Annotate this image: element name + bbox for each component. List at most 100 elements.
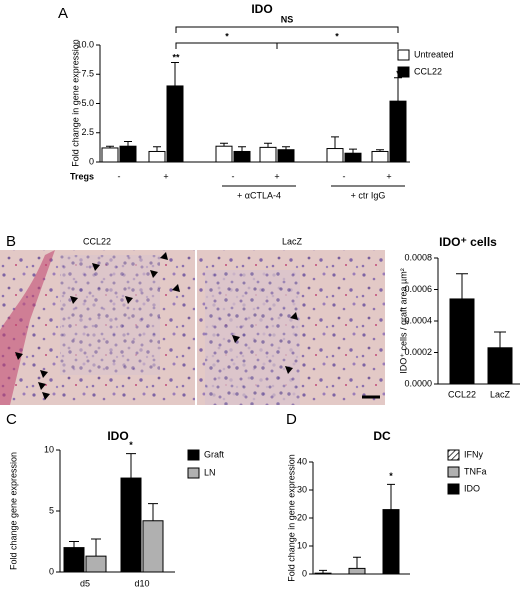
bar [314, 572, 332, 575]
y-tick-label: 0.0004 [404, 315, 432, 325]
bar [277, 149, 295, 163]
bar [215, 145, 233, 163]
image-label: CCL22 [83, 236, 111, 246]
annotation: NS [281, 14, 294, 24]
y-tick-label: 0.0000 [404, 378, 432, 388]
legend-swatch [447, 466, 460, 478]
x-tick-label: - [232, 171, 235, 181]
bar [120, 477, 142, 573]
group-label: + αCTLA-4 [237, 190, 281, 200]
bar [166, 85, 184, 163]
y-tick-label: 0.0002 [404, 347, 432, 357]
y-tick-label: 40 [297, 456, 307, 466]
arrowheads [15, 252, 298, 400]
x-axis-label: Tregs [70, 171, 94, 181]
legend-label: CCL22 [414, 66, 442, 76]
bracket [175, 26, 399, 33]
bar [85, 555, 107, 573]
bar [233, 150, 251, 163]
x-tick-label: + [163, 171, 168, 181]
image-label: LacZ [282, 236, 303, 246]
error-bar [319, 569, 327, 574]
infiltrate [205, 270, 300, 405]
error-bar [264, 142, 272, 148]
bracket [276, 42, 399, 49]
annotation: ** [172, 52, 180, 62]
bar [142, 520, 164, 573]
bar [259, 146, 277, 163]
y-tick-label: 0 [302, 568, 307, 578]
stain [0, 250, 55, 405]
error-bar [171, 62, 179, 86]
chart-title: IDO [251, 2, 272, 16]
x-tick-label: + [386, 171, 391, 181]
bar [63, 547, 85, 573]
y-axis-label: IDO⁺ cells / graft area µm² [398, 268, 408, 373]
bar [487, 347, 513, 385]
legend-label: LN [204, 467, 216, 477]
y-axis-label: Fold change gene expression [8, 452, 18, 570]
chart-title: IDO [107, 429, 128, 443]
legend-label: IFNy [464, 449, 483, 459]
x-tick-label: LacZ [490, 389, 511, 399]
x-tick-label: CCL22 [448, 389, 476, 399]
error-bar [126, 453, 136, 479]
error-bar [376, 149, 384, 152]
legend-swatch [187, 449, 200, 461]
bar [119, 145, 137, 163]
x-tick-label: d5 [80, 578, 90, 588]
panel-letter: B [6, 233, 16, 250]
legend-swatch [447, 449, 460, 461]
error-bar [282, 146, 290, 150]
y-tick-label: 5 [49, 505, 54, 515]
error-bar [124, 141, 132, 147]
legend-swatch [447, 483, 460, 495]
y-tick-label: 10 [297, 540, 307, 550]
legend-swatch [397, 66, 410, 78]
annotation: * [225, 31, 229, 41]
y-tick-label: 10.0 [76, 39, 94, 49]
bar [348, 567, 366, 575]
error-bar [106, 145, 114, 148]
x-tick-label: d10 [134, 578, 149, 588]
bar [371, 150, 389, 163]
y-tick-label: 5.0 [81, 98, 94, 108]
legend-label: IDO [464, 483, 480, 493]
x-tick-label: - [118, 171, 121, 181]
annotation: * [396, 68, 400, 78]
y-tick-label: 0 [89, 156, 94, 166]
y-tick-label: 0 [49, 566, 54, 576]
y-tick-label: 7.5 [81, 69, 94, 79]
error-bar [456, 273, 468, 299]
error-bar [387, 483, 395, 510]
y-tick-label: 30 [297, 484, 307, 494]
x-tick-label: - [343, 171, 346, 181]
bracket [175, 42, 278, 49]
y-axis-label: Fold change in gene expression [70, 39, 80, 167]
group-label: + ctr IgG [351, 190, 386, 200]
error-bar [69, 541, 79, 548]
error-bar [349, 148, 357, 154]
annotation: * [129, 440, 133, 450]
y-tick-label: 2.5 [81, 127, 94, 137]
bar [449, 298, 475, 385]
bar [382, 509, 400, 575]
error-bar [220, 142, 228, 147]
panel-letter: D [286, 411, 297, 428]
histology-images [0, 250, 385, 405]
y-tick-label: 0.0006 [404, 284, 432, 294]
error-bar [494, 331, 506, 348]
error-bar [148, 503, 158, 521]
panel-letter: C [6, 411, 17, 428]
y-axis-label: Fold change in gene expression [286, 454, 296, 582]
chart-title: IDO⁺ cells [439, 235, 497, 249]
legend-label: Graft [204, 449, 225, 459]
y-tick-label: 20 [297, 512, 307, 522]
x-tick-label: + [274, 171, 279, 181]
chart-title: DC [373, 429, 391, 443]
bar [344, 152, 362, 163]
y-tick-label: 10 [44, 444, 54, 454]
error-bar [153, 146, 161, 152]
